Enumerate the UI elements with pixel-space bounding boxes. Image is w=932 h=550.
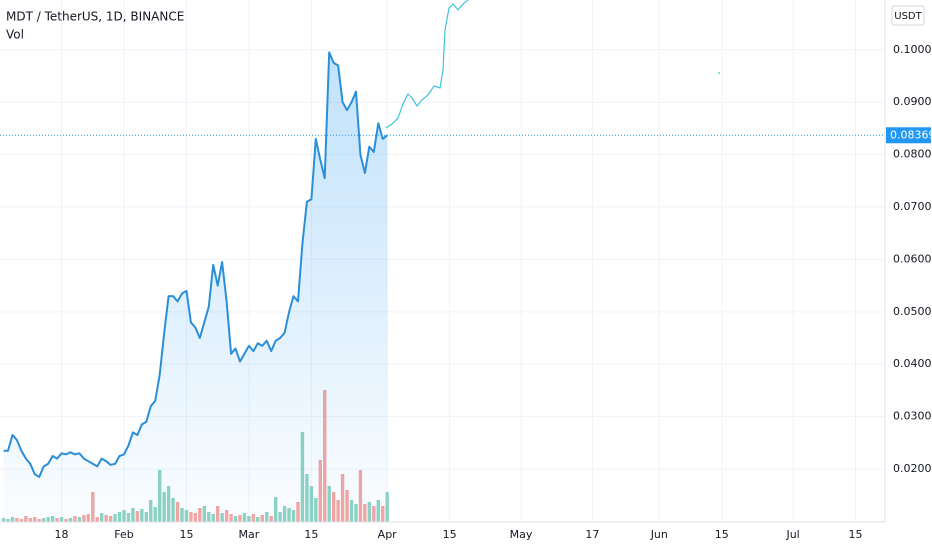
x-tick-label: 15: [304, 528, 318, 541]
drawing-dot: [718, 72, 720, 74]
x-tick-label: 15: [715, 528, 729, 541]
symbol-title: MDT / TetherUS, 1D, BINANCE: [6, 10, 184, 24]
currency-label[interactable]: USDT: [894, 11, 922, 22]
x-tick-label: 15: [179, 528, 193, 541]
price-area: [3, 52, 388, 523]
volume-bar: [1, 518, 6, 522]
last-price-box: [886, 127, 931, 144]
x-tick-label: May: [510, 528, 533, 541]
x-tick-label: Jun: [650, 528, 668, 541]
drawing-line: [385, 0, 469, 129]
last-price-label: 0.08369: [890, 128, 932, 141]
currency-button[interactable]: [891, 5, 925, 26]
x-tick-label: Feb: [114, 528, 133, 541]
x-tick-label: 17: [585, 528, 599, 541]
x-tick-label: Apr: [378, 528, 398, 541]
y-tick-label: 0.10000: [893, 43, 932, 56]
x-tick-label: Jul: [785, 528, 799, 541]
volume-label: Vol: [6, 28, 24, 42]
x-tick-label: 15: [849, 528, 863, 541]
price-line: [3, 51, 388, 478]
x-tick-label: Mar: [239, 528, 260, 541]
x-tick-label: 15: [443, 528, 457, 541]
x-tick-label: 18: [55, 528, 69, 541]
